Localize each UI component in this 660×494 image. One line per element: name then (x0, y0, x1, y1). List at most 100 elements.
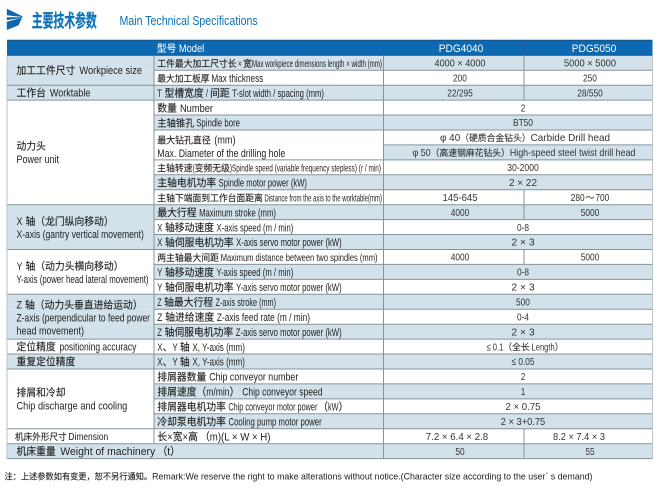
svg-text:×: × (167, 431, 173, 443)
svg-text:φ 50: φ 50 (413, 148, 431, 159)
svg-text:/: / (206, 88, 209, 100)
svg-text:Chip discharge and cooling: Chip discharge and cooling (17, 400, 128, 412)
svg-text:0-8: 0-8 (517, 268, 529, 279)
svg-text:7.2 × 6.4 × 2.8: 7.2 × 6.4 × 2.8 (426, 432, 489, 443)
svg-text:Max thickness: Max thickness (211, 73, 263, 85)
svg-text:Z-axis (perpendicular to feed: Z-axis (perpendicular to feed power (17, 313, 151, 325)
svg-text:kW: kW (328, 402, 339, 414)
svg-text:280: 280 (571, 193, 585, 204)
svg-text:5000: 5000 (581, 253, 600, 264)
svg-text:55: 55 (585, 447, 594, 458)
svg-text:Main Technical Specifications: Main Technical Specifications (120, 14, 258, 28)
svg-text:2 × 22: 2 × 22 (509, 178, 537, 189)
svg-text:Model: Model (179, 43, 204, 55)
svg-text:Chip conveyor number: Chip conveyor number (209, 372, 298, 384)
svg-text:X, Y-axis (mm): X, Y-axis (mm) (192, 357, 245, 369)
svg-text:2 × 3: 2 × 3 (511, 327, 535, 338)
svg-text:High-speed steel twist drill h: High-speed steel twist drill head (510, 148, 636, 159)
svg-text:2 × 3: 2 × 3 (511, 238, 535, 249)
svg-text:Spindle bore: Spindle bore (196, 118, 240, 130)
svg-text:22/295: 22/295 (447, 88, 473, 99)
svg-text:X-axis speed (m / min): X-axis speed (m / min) (217, 222, 294, 234)
svg-text:Y: Y (17, 261, 23, 273)
svg-text:Chip conveyor speed: Chip conveyor speed (242, 387, 322, 399)
svg-text:X: X (157, 342, 163, 354)
svg-text:145-645: 145-645 (443, 193, 478, 204)
svg-text:X: X (157, 357, 163, 369)
svg-text:Cooling pump motor power: Cooling pump motor power (228, 416, 321, 428)
svg-text:4000 × 4000: 4000 × 4000 (435, 58, 486, 69)
svg-text:2 × 3+0.75: 2 × 3+0.75 (501, 417, 546, 428)
svg-text:m/min: m/min (206, 387, 229, 399)
svg-text:2: 2 (521, 103, 526, 114)
svg-text:50: 50 (455, 447, 464, 458)
svg-text:200: 200 (453, 73, 467, 84)
svg-text:Distance from the axis to the: Distance from the axis to the worktable(… (264, 193, 382, 204)
svg-text:φ 40: φ 40 (440, 133, 460, 144)
svg-text:X-axis servo motor power (kW): X-axis servo motor power (kW) (236, 237, 342, 249)
svg-text:30-2000: 30-2000 (507, 163, 539, 174)
svg-text:Z-axis stroke (mm): Z-axis stroke (mm) (216, 297, 277, 309)
svg-text:Y-axis speed (m / min): Y-axis speed (m / min) (217, 267, 294, 279)
svg-text:250: 250 (583, 73, 597, 84)
svg-text:5000: 5000 (581, 208, 600, 219)
svg-text:Dimension: Dimension (68, 432, 108, 443)
svg-text:≤ 0.05: ≤ 0.05 (511, 357, 534, 368)
svg-text:(mm): (mm) (214, 135, 235, 147)
svg-text:700: 700 (595, 193, 609, 204)
svg-text:X, Y-axis (mm): X, Y-axis (mm) (192, 342, 245, 354)
svg-text:Weight of machinery: Weight of machinery (60, 446, 155, 458)
svg-text:m)(L × W × H): m)(L × W × H) (210, 431, 271, 443)
svg-text:X: X (157, 237, 162, 249)
svg-text:1: 1 (521, 387, 526, 398)
svg-text:8.2 × 7.4 × 3: 8.2 × 7.4 × 3 (553, 432, 605, 443)
svg-text:0-4: 0-4 (517, 312, 529, 323)
svg-text:Workpiece size: Workpiece size (79, 65, 142, 77)
svg-text:Spindle motor power (kW): Spindle motor power (kW) (219, 177, 308, 189)
svg-text:×: × (238, 59, 242, 70)
svg-text:4000: 4000 (451, 208, 470, 219)
svg-text:X: X (17, 216, 23, 228)
svg-text:Z: Z (157, 297, 161, 309)
svg-text:28/550: 28/550 (577, 88, 603, 99)
svg-text:Length: Length (532, 342, 555, 353)
svg-text:Number: Number (180, 103, 213, 115)
svg-text:Y: Y (157, 282, 162, 294)
svg-text:Carbide Drill head: Carbide Drill head (531, 133, 611, 144)
svg-text:)Spindle speed (variable frequ: )Spindle speed (variable frequency stepl… (230, 164, 381, 175)
svg-text:Y: Y (172, 342, 178, 354)
svg-text:0-8: 0-8 (517, 223, 529, 234)
svg-text:BT50: BT50 (513, 118, 533, 129)
svg-text:Max. Diameter of the drilling: Max. Diameter of the drilling hole (157, 148, 285, 160)
svg-text:4000: 4000 (451, 253, 470, 264)
svg-text:Maximum stroke (mm): Maximum stroke (mm) (199, 207, 276, 219)
svg-text:positioning accuracy: positioning accuracy (59, 341, 136, 353)
svg-text:T: T (157, 88, 162, 100)
svg-text:Y: Y (157, 267, 162, 279)
svg-text:Z: Z (157, 327, 162, 339)
svg-text:Y-axis servo motor power (kW): Y-axis servo motor power (kW) (236, 282, 342, 294)
svg-text:5000 × 5000: 5000 × 5000 (564, 58, 616, 69)
svg-text:Maximum distance between two s: Maximum distance between two spindles (m… (221, 253, 378, 264)
svg-text:head movement): head movement) (17, 326, 84, 338)
svg-text:Z-axis servo motor power (kW): Z-axis servo motor power (kW) (236, 327, 342, 339)
svg-text:×: × (183, 431, 189, 443)
svg-text:≤ 0.1: ≤ 0.1 (487, 342, 504, 353)
svg-text:t: t (167, 446, 170, 458)
svg-text:(: ( (193, 164, 196, 175)
svg-text:Y-axis (power head lateral mov: Y-axis (power head lateral movement) (17, 274, 149, 286)
svg-text:Power unit: Power unit (17, 154, 59, 166)
svg-text:2 × 3: 2 × 3 (511, 283, 535, 294)
svg-text:Max workpiece dimensions lengt: Max workpiece dimensions length × width … (252, 59, 382, 70)
svg-text:T-slot width / spacing (mm): T-slot width / spacing (mm) (232, 88, 324, 100)
svg-text:Y: Y (172, 357, 178, 369)
svg-text:Chip conveyor motor power: Chip conveyor motor power (228, 402, 317, 414)
svg-text:X-axis (gantry vertical moveme: X-axis (gantry vertical movement) (17, 229, 144, 241)
svg-text:Worktable: Worktable (50, 88, 91, 100)
svg-text:PDG4040: PDG4040 (439, 43, 484, 55)
svg-text:Z: Z (157, 312, 162, 324)
svg-text:PDG5050: PDG5050 (572, 43, 617, 55)
svg-text:X: X (157, 222, 162, 234)
svg-text:500: 500 (516, 297, 530, 308)
svg-text:2: 2 (521, 372, 526, 383)
